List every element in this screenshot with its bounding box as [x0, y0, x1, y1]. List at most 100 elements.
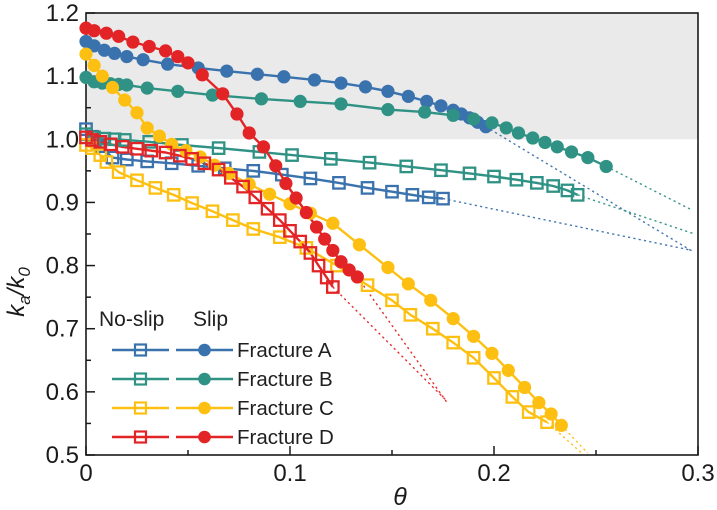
data-point-marker	[538, 135, 552, 150]
filled-circle-marker-icon	[198, 430, 211, 444]
series-markers-d-slip	[79, 21, 364, 284]
data-point-marker	[161, 57, 175, 71]
data-point-marker	[505, 390, 520, 404]
data-point-marker	[334, 76, 348, 90]
data-point-marker	[112, 29, 126, 43]
data-point-marker	[540, 415, 554, 430]
data-point-marker	[171, 84, 185, 98]
data-point-marker	[564, 145, 579, 159]
data-point-marker	[269, 159, 283, 173]
data-point-marker	[352, 238, 366, 252]
data-point-marker	[148, 181, 163, 195]
data-point-marker	[107, 46, 122, 61]
data-point-marker	[211, 141, 226, 155]
data-point-marker	[323, 152, 338, 166]
data-point-marker	[272, 213, 287, 227]
data-point-marker	[220, 64, 234, 78]
data-point-marker	[285, 148, 299, 162]
data-point-marker	[307, 73, 322, 87]
axis-ticks	[85, 12, 699, 456]
data-point-marker	[581, 150, 595, 165]
data-point-marker	[358, 80, 373, 94]
data-point-marker	[117, 133, 132, 147]
data-point-marker	[248, 190, 263, 205]
data-point-marker	[140, 81, 154, 95]
data-point-marker	[87, 39, 101, 53]
data-point-marker	[311, 258, 326, 273]
dotted-extension-a-no-slip	[442, 197, 693, 252]
plot-frame	[85, 12, 699, 456]
data-point-marker	[140, 121, 154, 135]
y-axis-title: ka/k0	[3, 267, 34, 317]
data-point-marker	[205, 204, 220, 219]
data-point-marker	[93, 134, 108, 149]
data-point-marker	[362, 155, 377, 170]
data-point-marker	[334, 97, 348, 111]
data-point-marker	[142, 39, 156, 54]
data-point-marker	[130, 141, 144, 156]
data-point-marker	[211, 162, 226, 177]
data-point-marker	[289, 191, 303, 205]
legend-item-fracture-d: Fracture D	[112, 426, 334, 449]
dotted-extension-b-no-slip	[577, 194, 694, 235]
data-point-marker	[97, 43, 111, 57]
data-point-marker	[385, 184, 399, 199]
data-point-marker	[462, 166, 477, 181]
data-point-marker	[529, 176, 544, 190]
data-point-marker	[326, 216, 340, 230]
data-point-marker	[207, 158, 222, 172]
legend-header-slip: Slip	[193, 308, 228, 331]
dotted-extension-d-slip	[356, 276, 448, 404]
data-point-marker	[115, 140, 130, 154]
legend-label: Fracture D	[237, 426, 334, 449]
data-point-marker	[385, 293, 399, 308]
data-point-marker	[332, 176, 346, 190]
data-point-marker	[499, 121, 513, 135]
data-point-marker	[436, 191, 450, 206]
data-point-marker	[166, 188, 181, 202]
data-point-marker	[260, 201, 275, 216]
y-tick-label: 0.7	[46, 316, 79, 343]
x-tick-label: 0.1	[273, 460, 306, 487]
data-point-marker	[546, 179, 561, 193]
data-point-marker	[130, 106, 144, 120]
data-point-marker	[256, 140, 271, 154]
data-point-marker	[230, 107, 244, 121]
data-point-marker	[485, 116, 499, 130]
data-point-marker	[309, 220, 324, 234]
data-point-marker	[223, 170, 238, 185]
series-markers-c-slip	[79, 47, 568, 432]
data-point-marker	[226, 213, 240, 227]
data-point-marker	[105, 80, 120, 95]
data-point-marker	[467, 112, 481, 126]
data-point-marker	[119, 152, 134, 167]
series-line-c-no-slip	[85, 143, 548, 424]
data-point-marker	[283, 223, 297, 238]
data-point-marker	[250, 67, 264, 81]
data-point-marker	[171, 49, 185, 64]
series-markers-b-slip	[79, 70, 613, 174]
data-point-marker	[421, 190, 436, 205]
filled-circle-marker-icon	[198, 372, 211, 386]
data-point-marker	[120, 49, 134, 64]
legend-label: Fracture A	[237, 339, 332, 362]
legend-label: Fracture C	[237, 397, 334, 420]
data-point-marker	[95, 69, 109, 83]
data-point-marker	[118, 93, 132, 107]
data-point-marker	[350, 270, 364, 284]
data-point-marker	[434, 163, 448, 178]
data-point-marker	[242, 126, 256, 140]
data-point-marker	[425, 321, 440, 336]
legend-item-fracture-a: Fracture A	[112, 339, 332, 362]
data-point-marker	[487, 169, 501, 184]
legend-header-no-slip: No-slip	[99, 308, 164, 331]
data-point-marker	[381, 260, 395, 275]
data-point-marker	[126, 35, 140, 49]
data-point-marker	[120, 78, 134, 92]
x-axis-title: θ	[393, 483, 407, 510]
data-point-marker	[466, 350, 481, 365]
data-point-marker	[303, 171, 318, 186]
data-point-marker	[360, 278, 375, 292]
